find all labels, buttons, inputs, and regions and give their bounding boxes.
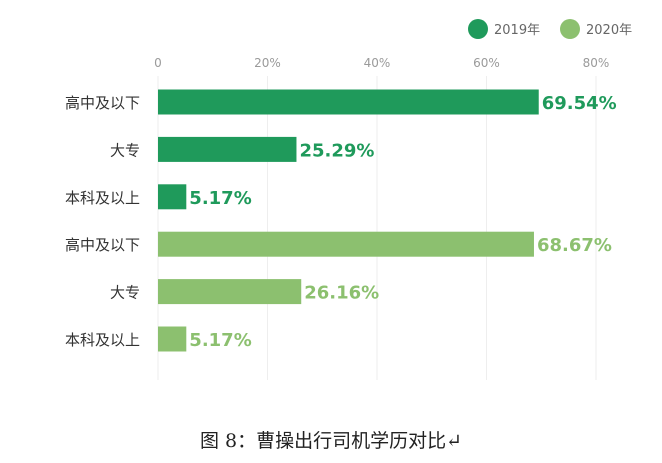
category-label: 本科及以上 bbox=[65, 331, 140, 349]
x-tick-label: 20% bbox=[254, 56, 281, 70]
category-label: 高中及以下 bbox=[65, 236, 140, 254]
bar bbox=[158, 184, 187, 210]
x-tick-label: 60% bbox=[473, 56, 500, 70]
category-label: 大专 bbox=[110, 141, 140, 159]
bar bbox=[158, 326, 187, 352]
legend-label: 2020年 bbox=[586, 23, 632, 38]
data-label: 68.67% bbox=[537, 235, 612, 256]
legend-label: 2019年 bbox=[494, 23, 540, 38]
x-tick-label: 40% bbox=[364, 56, 391, 70]
bar bbox=[158, 136, 297, 162]
category-label: 大专 bbox=[110, 284, 140, 302]
data-label: 26.16% bbox=[304, 283, 379, 304]
x-tick-label: 80% bbox=[583, 56, 610, 70]
category-label: 高中及以下 bbox=[65, 94, 140, 112]
x-tick-label: 0 bbox=[154, 56, 162, 70]
legend-marker bbox=[468, 19, 488, 39]
bar bbox=[158, 89, 539, 115]
bar-chart: 2019年 2020年 0 20% 40% 60% 80% 高中及以下 69.54% 大专 25… bbox=[65, 19, 632, 380]
data-label: 25.29% bbox=[299, 140, 374, 161]
bar bbox=[158, 231, 534, 257]
legend: 2019年 2020年 bbox=[468, 19, 632, 39]
legend-marker bbox=[560, 19, 580, 39]
data-label: 69.54% bbox=[542, 93, 617, 114]
data-label: 5.17% bbox=[189, 330, 251, 351]
figure-caption: 图 8：曹操出行司机学历对比↵ bbox=[199, 430, 463, 452]
category-label: 本科及以上 bbox=[65, 189, 140, 207]
data-label: 5.17% bbox=[189, 188, 251, 209]
bars: 高中及以下 69.54% 大专 25.29% 本科及以上 5.17% 高中及以下 68.67%… bbox=[65, 89, 617, 352]
bar bbox=[158, 279, 302, 305]
x-axis-ticks: 0 20% 40% 60% 80% bbox=[154, 56, 609, 70]
